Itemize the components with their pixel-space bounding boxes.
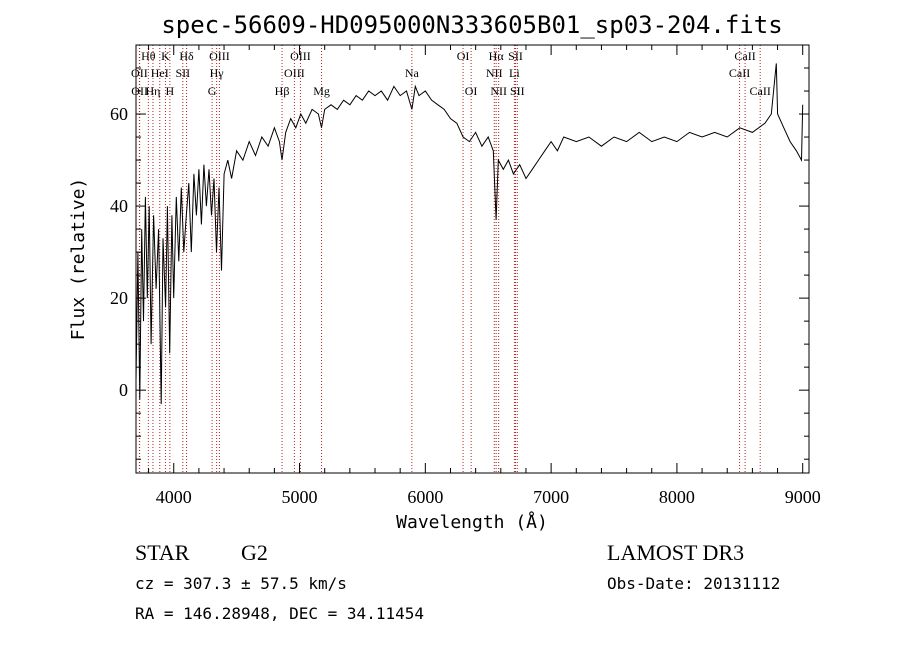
x-tick-label: 5000 bbox=[282, 487, 318, 507]
emission-line-label: OIII bbox=[290, 49, 311, 63]
emission-line-label: SII bbox=[508, 49, 523, 63]
emission-line-label: NII bbox=[486, 66, 503, 80]
y-tick-label: 20 bbox=[110, 288, 128, 308]
object-subclass: G2 bbox=[241, 540, 268, 565]
x-tick-label: 6000 bbox=[407, 487, 443, 507]
emission-line-label: SII bbox=[175, 66, 190, 80]
redshift-value: cz = 307.3 ± 57.5 km/s bbox=[135, 574, 347, 593]
emission-line-label: Hα bbox=[489, 49, 505, 63]
emission-line-label: CaII bbox=[734, 49, 755, 63]
x-axis-ticks: 4000 5000 6000 7000 8000 9000 bbox=[148, 45, 821, 507]
emission-line-markers bbox=[138, 45, 761, 473]
emission-line-label: OIII bbox=[284, 66, 305, 80]
emission-line-label: OIII bbox=[209, 49, 230, 63]
emission-line-label: G bbox=[208, 84, 217, 98]
emission-line-label: CaII bbox=[729, 66, 750, 80]
emission-line-label: OI bbox=[457, 49, 470, 63]
x-tick-label: 7000 bbox=[533, 487, 569, 507]
emission-line-label: SII bbox=[510, 84, 525, 98]
emission-line-label: K bbox=[161, 49, 170, 63]
x-tick-label: 4000 bbox=[156, 487, 192, 507]
emission-line-label: Hγ bbox=[210, 66, 225, 80]
observation-date: Obs-Date: 20131112 bbox=[607, 574, 780, 593]
y-axis-label: Flux (relative) bbox=[68, 178, 89, 341]
emission-line-label: Li bbox=[509, 66, 520, 80]
y-tick-label: 60 bbox=[110, 104, 128, 124]
x-tick-label: 9000 bbox=[785, 487, 821, 507]
emission-line-label: OII bbox=[131, 66, 148, 80]
plot-frame bbox=[135, 44, 810, 474]
chart-title: spec-56609-HD095000N333605B01_sp03-204.f… bbox=[161, 11, 782, 39]
y-tick-label: 40 bbox=[110, 196, 128, 216]
object-class: STAR bbox=[135, 540, 190, 565]
emission-line-labels: OIIOIIHθHηHeIKHSIIHδGHγOIIIHβOIIIOIIIMgN… bbox=[131, 49, 771, 98]
survey-name: LAMOST DR3 bbox=[607, 540, 744, 565]
emission-line-label: OI bbox=[465, 84, 478, 98]
emission-line-label: Na bbox=[405, 66, 420, 80]
emission-line-label: NII bbox=[490, 84, 507, 98]
emission-line-label: Hβ bbox=[275, 84, 290, 98]
coordinates: RA = 146.28948, DEC = 34.11454 bbox=[135, 604, 424, 623]
emission-line-label: Mg bbox=[313, 84, 330, 98]
flux-series-line bbox=[135, 63, 804, 405]
x-axis-label: Wavelength (Å) bbox=[396, 511, 548, 533]
x-tick-label: 8000 bbox=[659, 487, 695, 507]
y-axis-ticks: 0 20 40 60 bbox=[110, 67, 809, 460]
emission-line-label: CaII bbox=[750, 84, 771, 98]
emission-line-label: Hδ bbox=[179, 49, 194, 63]
emission-line-label: HeI bbox=[151, 66, 169, 80]
emission-line-label: Hη bbox=[146, 84, 161, 98]
emission-line-label: H bbox=[166, 84, 175, 98]
y-tick-label: 0 bbox=[119, 380, 128, 400]
emission-line-label: Hθ bbox=[141, 49, 156, 63]
